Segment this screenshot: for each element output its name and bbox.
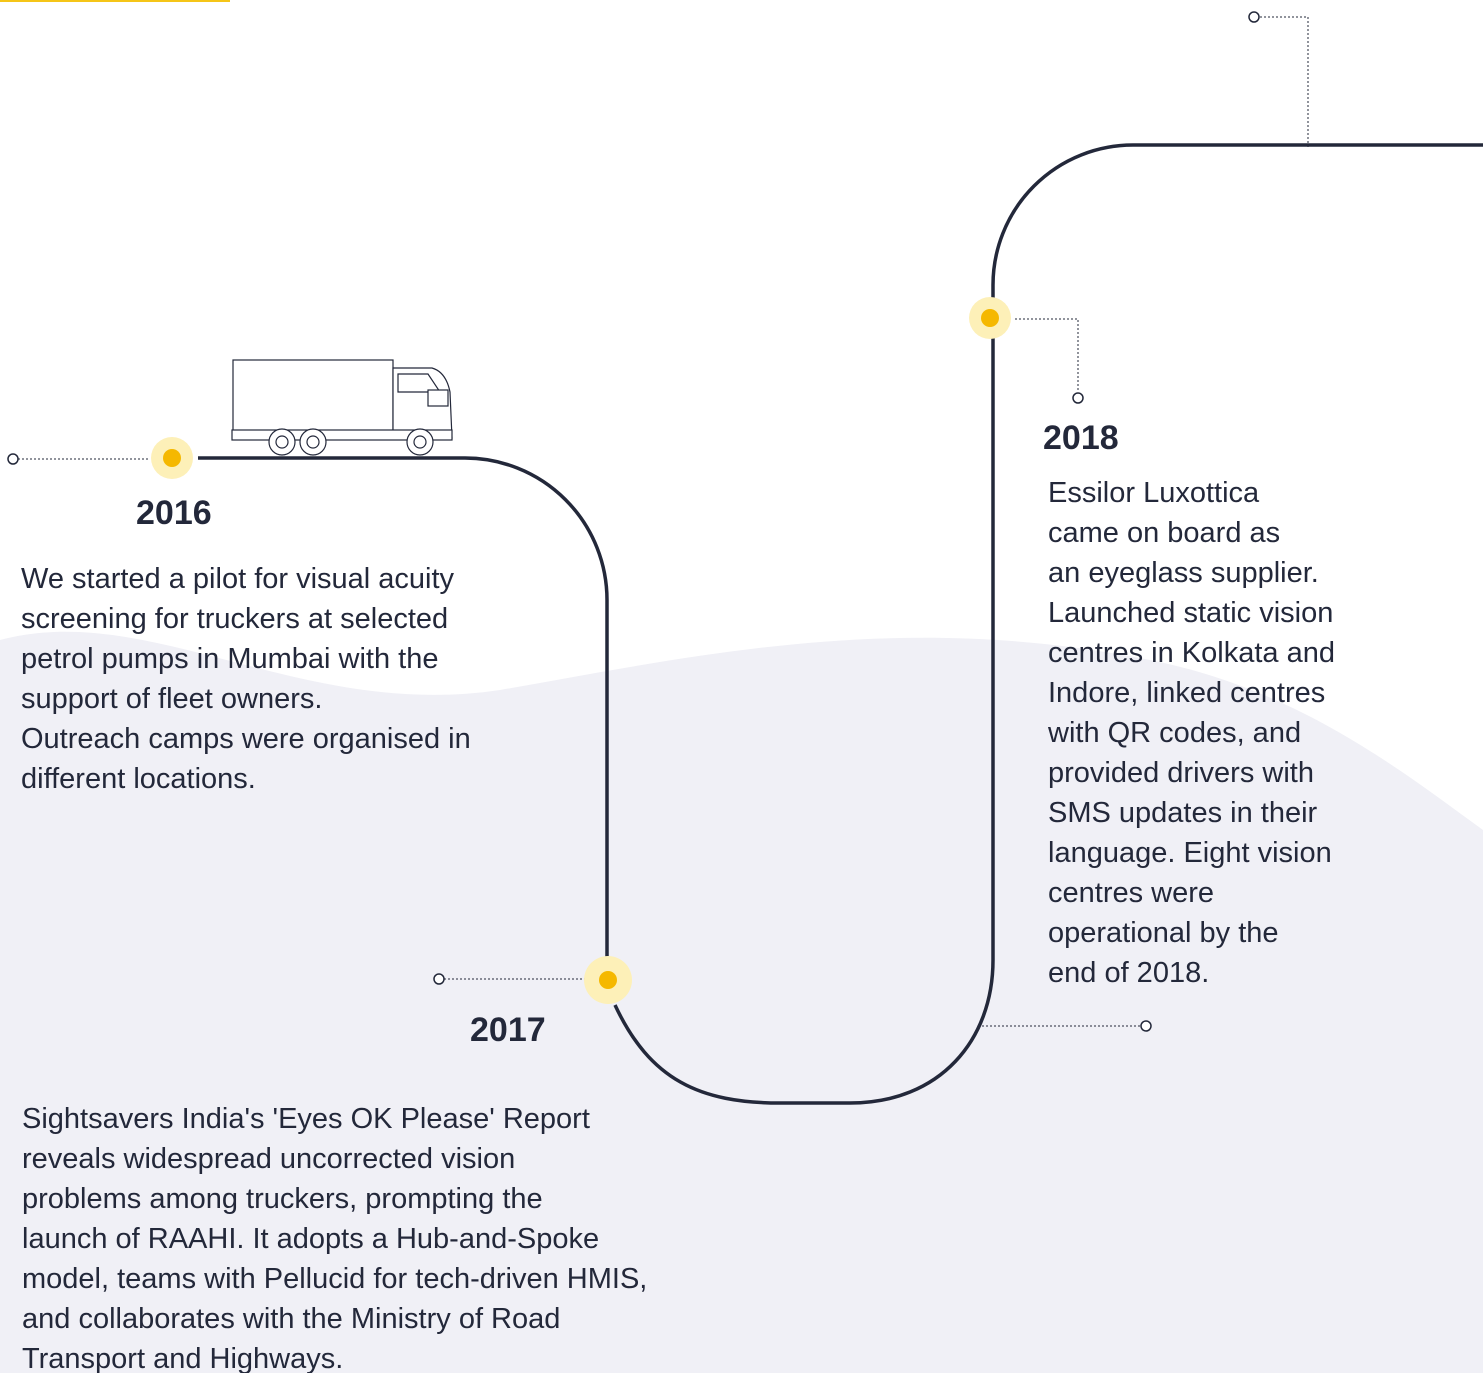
connector-end: [1249, 12, 1259, 22]
milestone-text: provided drivers with: [1048, 757, 1314, 789]
milestone-text: an eyeglass supplier.: [1048, 557, 1319, 589]
milestone-year: 2017: [470, 1011, 546, 1049]
timeline: 2016 We started a pilot for visual acuity…: [0, 0, 1483, 1373]
milestone-text: end of 2018.: [1048, 957, 1209, 989]
milestone-dot: [969, 297, 1011, 339]
connector-end: [1073, 393, 1083, 403]
milestone-text: language. Eight vision: [1048, 837, 1332, 869]
milestone-year: 2018: [1043, 419, 1119, 457]
connector-end: [8, 454, 18, 464]
milestone-text: petrol pumps in Mumbai with the: [21, 643, 438, 675]
connector: [1260, 17, 1308, 148]
milestone-text: model, teams with Pellucid for tech-driv…: [22, 1263, 647, 1295]
milestone-text: Indore, linked centres: [1048, 677, 1325, 709]
milestone-text: screening for truckers at selected: [21, 603, 448, 635]
milestone-dot: [584, 956, 632, 1004]
connector-end: [434, 974, 444, 984]
milestone-text: Transport and Highways.: [22, 1343, 343, 1373]
milestone-text: came on board as: [1048, 517, 1280, 549]
milestone-year: 2016: [136, 494, 212, 532]
milestone-text: centres in Kolkata and: [1048, 637, 1335, 669]
milestone-text: reveals widespread uncorrected vision: [22, 1143, 515, 1175]
milestone-text: SMS updates in their: [1048, 797, 1318, 829]
milestone-text: problems among truckers, prompting the: [22, 1183, 543, 1215]
milestone-text: We started a pilot for visual acuity: [21, 563, 455, 595]
connector: [1015, 319, 1078, 392]
page: {"milestones": [ {"year": "2016", "lines…: [0, 0, 1483, 1373]
milestone-text: centres were: [1048, 877, 1214, 909]
milestone-dot: [151, 437, 193, 479]
milestone-text: Launched static vision: [1048, 597, 1333, 629]
milestone-text: Sightsavers India's 'Eyes OK Please' Rep…: [22, 1103, 590, 1135]
milestone-text: launch of RAAHI. It adopts a Hub-and-Spo…: [22, 1223, 599, 1255]
truck-icon: [232, 360, 452, 455]
milestone-text: Essilor Luxottica: [1048, 477, 1260, 509]
milestone-text: Outreach camps were organised in: [21, 723, 471, 755]
milestone-text: with QR codes, and: [1047, 717, 1301, 749]
milestone-text: different locations.: [21, 763, 256, 795]
connector-end: [1141, 1021, 1151, 1031]
milestone-text: operational by the: [1048, 917, 1279, 949]
milestone-text: support of fleet owners.: [21, 683, 322, 715]
milestone-text: and collaborates with the Ministry of Ro…: [22, 1303, 560, 1335]
